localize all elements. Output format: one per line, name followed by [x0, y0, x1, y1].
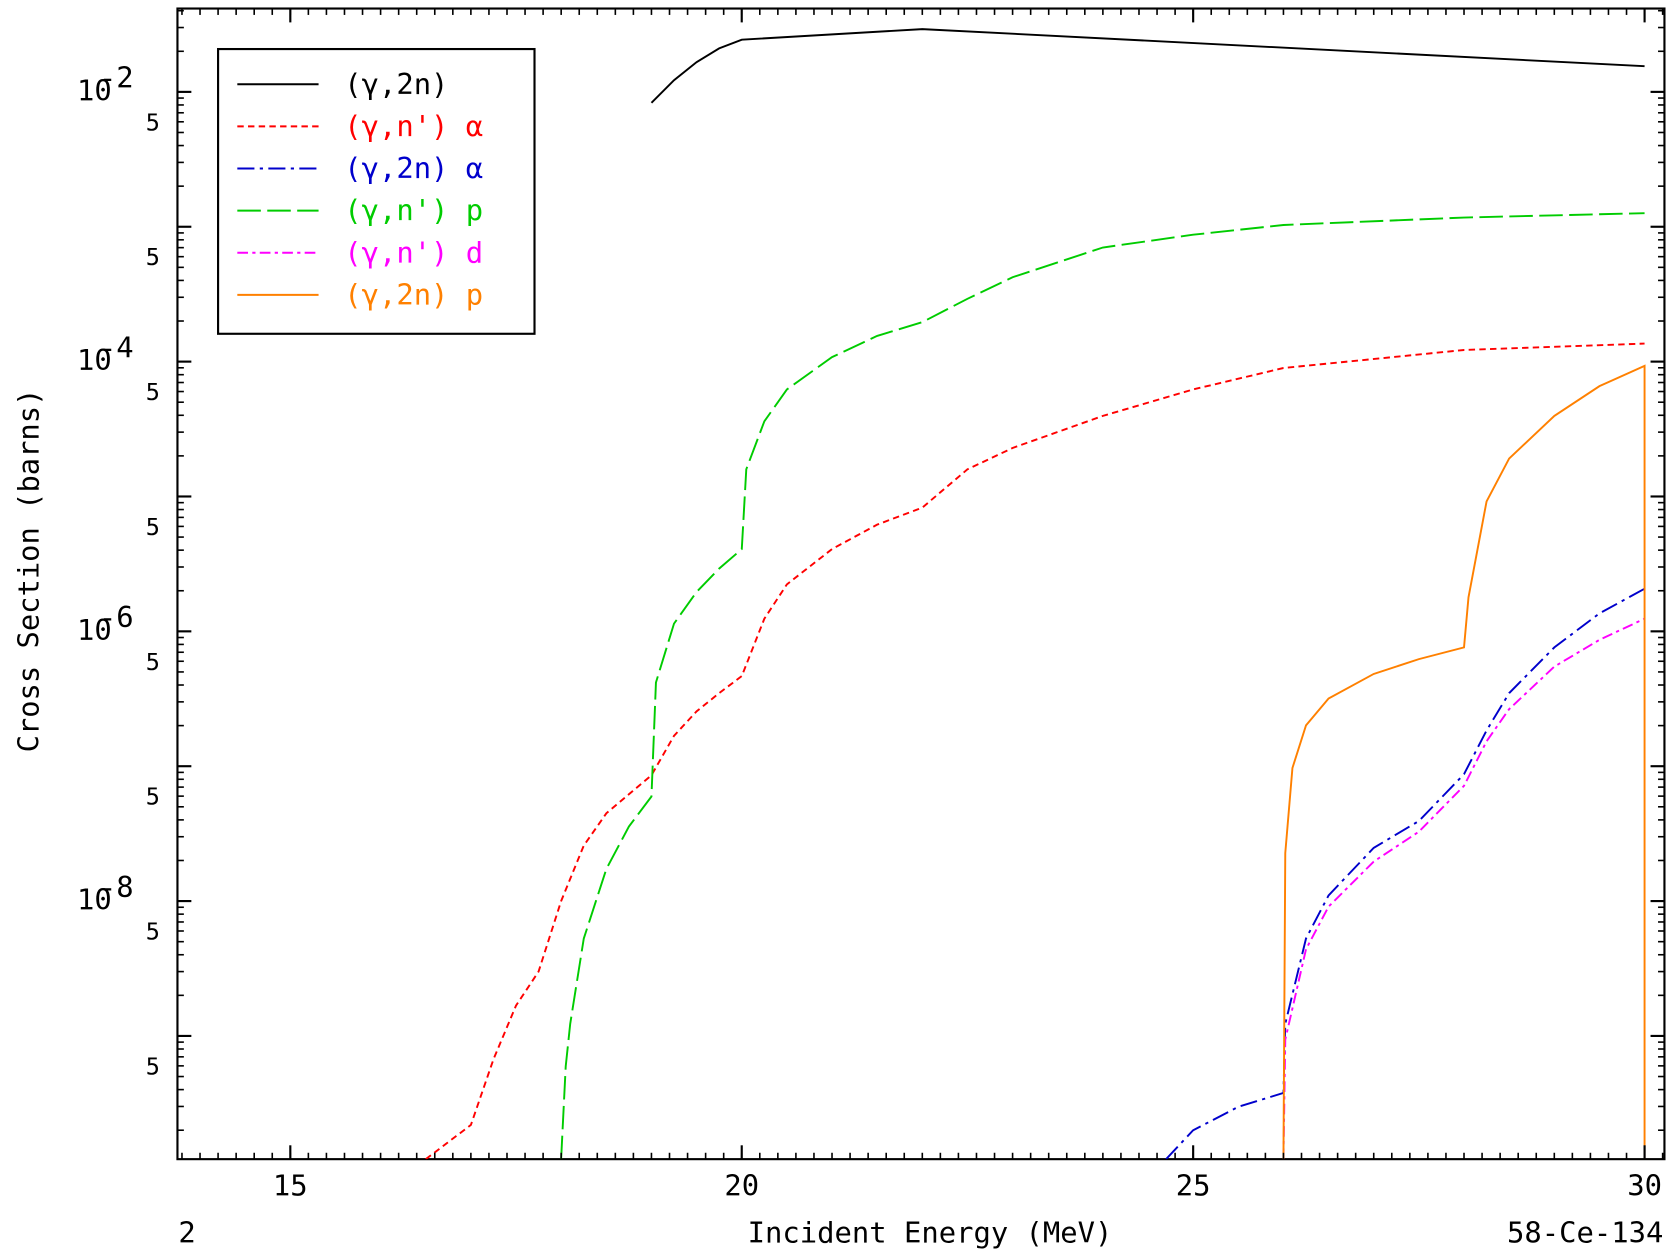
y-tick-exponent: -4 [99, 330, 134, 364]
y-tick-label: 5 [146, 783, 160, 811]
legend-label: (γ,2n) [344, 67, 448, 101]
y-tick-exponent: -6 [99, 600, 134, 634]
legend [217, 47, 536, 335]
footer-right: 58-Ce-134 [1507, 1215, 1663, 1249]
y-tick-label: 10-4 [77, 330, 134, 377]
y-axis-label: Cross Section (barns) [11, 389, 45, 753]
legend-label: (γ,n') d [344, 235, 483, 269]
y-tick-label: 5 [146, 1052, 160, 1080]
x-tick-label: 25 [1176, 1168, 1211, 1202]
legend-label: (γ,2n) α [344, 151, 483, 185]
x-tick-label: 20 [724, 1168, 759, 1202]
y-tick-label: 5 [146, 513, 160, 541]
x-tick-label: 15 [273, 1168, 308, 1202]
y-tick-exponent: -8 [99, 870, 134, 904]
y-tick-label: 5 [146, 918, 160, 946]
legend-label: (γ,n') p [344, 193, 483, 227]
y-tick-label: 10-2 [77, 61, 134, 108]
legend-label: (γ,n') α [344, 109, 483, 143]
y-tick-label: 5 [146, 648, 160, 676]
y-tick-label: 5 [146, 378, 160, 406]
y-tick-label: 10-8 [77, 870, 134, 917]
plot-frame [176, 7, 1666, 1161]
series-line [1282, 364, 1646, 1160]
plot-area [425, 28, 1646, 1160]
x-axis-label: Incident Energy (MeV) [748, 1215, 1113, 1249]
y-tick-label: 5 [146, 108, 160, 136]
footer-left: 2 [178, 1215, 195, 1249]
y-tick-base: 10 [77, 613, 112, 647]
legend-label: (γ,2n) p [344, 277, 483, 311]
y-tick-base: 10 [77, 343, 112, 377]
y-tick-base: 10 [77, 883, 112, 917]
series-line [1165, 587, 1646, 1160]
y-tick-label: 5 [146, 243, 160, 271]
series-line [1282, 617, 1645, 1160]
y-tick-base: 10 [77, 73, 112, 107]
series-line [425, 342, 1645, 1160]
series-line [560, 212, 1645, 1160]
y-tick-label: 10-6 [77, 600, 134, 647]
series-line [650, 28, 1645, 104]
y-tick-exponent: -2 [99, 61, 134, 95]
x-tick-label: 30 [1627, 1168, 1662, 1202]
